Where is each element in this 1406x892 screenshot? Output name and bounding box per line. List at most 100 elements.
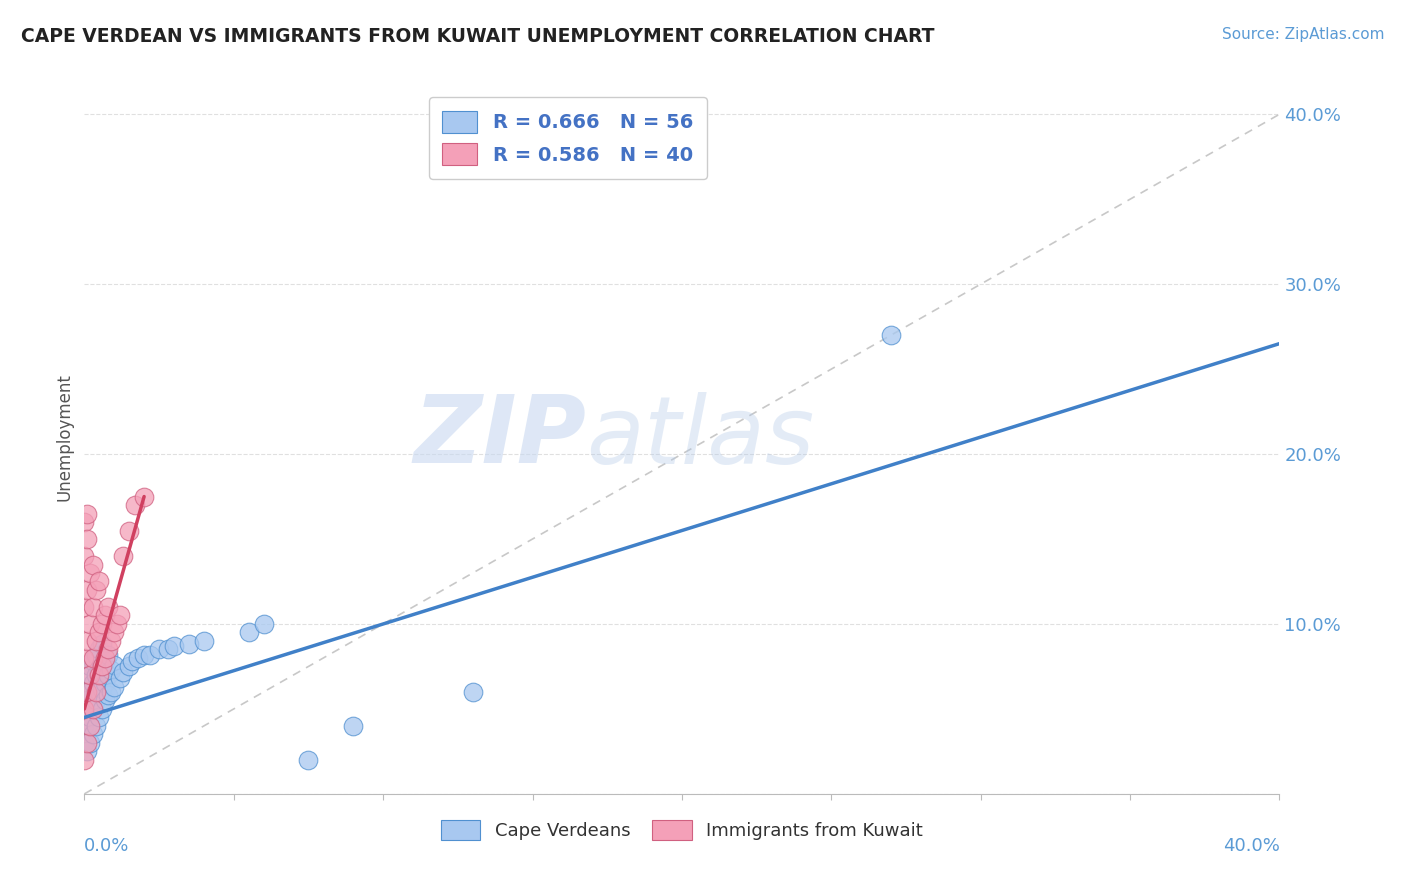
Point [91, 681, 114, 696]
Point [342, 719, 364, 733]
Point [103, 680, 125, 694]
Point [163, 639, 186, 653]
Point [148, 642, 170, 657]
Point [82, 727, 104, 741]
Point [139, 648, 162, 662]
Point [132, 490, 156, 504]
Point [73, 702, 96, 716]
Point [82, 599, 104, 614]
Point [91, 702, 114, 716]
Point [110, 671, 132, 685]
Point [79, 710, 101, 724]
Y-axis label: Unemployment: Unemployment [55, 373, 73, 501]
Text: 0.0%: 0.0% [84, 837, 129, 855]
Point [89, 665, 111, 679]
Text: 40.0%: 40.0% [1223, 837, 1279, 855]
Point [82, 558, 104, 572]
Point [73, 753, 96, 767]
Point [118, 659, 141, 673]
Point [97, 689, 120, 703]
Point [97, 642, 120, 657]
Point [73, 719, 96, 733]
Point [89, 625, 111, 640]
Point [89, 710, 111, 724]
Point [253, 617, 276, 632]
Point [86, 648, 108, 662]
Point [297, 753, 319, 767]
Point [86, 693, 108, 707]
Point [100, 634, 122, 648]
Point [105, 617, 128, 632]
Point [124, 498, 146, 512]
Point [112, 665, 135, 679]
Point [89, 574, 111, 589]
Point [97, 599, 120, 614]
Point [82, 654, 104, 668]
Point [79, 617, 101, 632]
Point [91, 617, 114, 632]
Point [73, 736, 96, 750]
Point [157, 642, 180, 657]
Point [89, 668, 111, 682]
Point [79, 719, 101, 733]
Point [91, 637, 114, 651]
Point [76, 736, 98, 750]
Point [86, 719, 108, 733]
Point [97, 648, 120, 662]
Point [79, 659, 101, 673]
Point [73, 599, 96, 614]
Point [82, 702, 104, 716]
Point [880, 328, 903, 343]
Point [91, 659, 114, 673]
Text: ZIP: ZIP [413, 391, 586, 483]
Point [110, 608, 132, 623]
Point [76, 634, 98, 648]
Point [76, 719, 98, 733]
Point [127, 651, 149, 665]
Point [73, 515, 96, 529]
Point [97, 668, 120, 682]
Point [73, 549, 96, 563]
Point [86, 582, 108, 597]
Legend: Cape Verdeans, Immigrants from Kuwait: Cape Verdeans, Immigrants from Kuwait [432, 811, 932, 849]
Point [118, 524, 141, 538]
Point [82, 702, 104, 716]
Point [89, 642, 111, 657]
Point [100, 663, 122, 677]
Point [238, 625, 260, 640]
Point [79, 736, 101, 750]
Point [132, 648, 156, 662]
Point [79, 685, 101, 699]
Point [73, 702, 96, 716]
Point [79, 566, 101, 580]
Point [76, 693, 98, 707]
Point [100, 685, 122, 699]
Text: atlas: atlas [586, 392, 814, 483]
Point [76, 507, 98, 521]
Point [177, 637, 200, 651]
Point [79, 668, 101, 682]
Point [103, 657, 125, 672]
Point [76, 582, 98, 597]
Point [82, 676, 104, 690]
Point [121, 654, 143, 668]
Point [94, 693, 117, 707]
Point [86, 685, 108, 699]
Point [94, 676, 117, 690]
Point [76, 532, 98, 546]
Point [94, 608, 117, 623]
Point [76, 685, 98, 699]
Point [76, 744, 98, 758]
Point [76, 668, 98, 682]
Point [73, 651, 96, 665]
Point [82, 651, 104, 665]
Point [94, 651, 117, 665]
Point [94, 654, 117, 668]
Point [73, 685, 96, 699]
Point [89, 685, 111, 699]
Point [112, 549, 135, 563]
Point [103, 625, 125, 640]
Point [91, 659, 114, 673]
Point [86, 634, 108, 648]
Text: Source: ZipAtlas.com: Source: ZipAtlas.com [1222, 27, 1385, 42]
